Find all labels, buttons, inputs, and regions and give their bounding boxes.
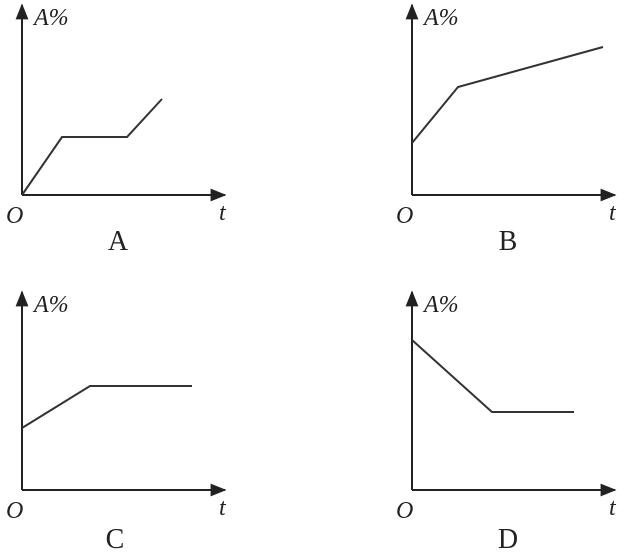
curve (21, 385, 192, 429)
x-axis-label: t (609, 200, 617, 226)
y-axis-label: A% (32, 292, 69, 318)
origin-label: O (6, 203, 23, 229)
origin-label: O (396, 498, 413, 524)
curve (411, 46, 604, 144)
y-axis-label: A% (422, 5, 459, 31)
y-axis-label: A% (32, 5, 69, 31)
origin-label: O (396, 203, 413, 229)
curve (21, 98, 163, 196)
y-axis-label: A% (422, 292, 459, 318)
origin-label: O (6, 498, 23, 524)
panel-caption: B (499, 226, 518, 257)
panel-caption: D (498, 524, 518, 554)
panel-caption: C (106, 524, 125, 554)
panel-caption: A (108, 226, 129, 257)
x-axis-label: t (219, 495, 227, 521)
x-axis-label: t (609, 495, 617, 521)
curve (411, 339, 574, 413)
x-axis-label: t (219, 200, 227, 226)
